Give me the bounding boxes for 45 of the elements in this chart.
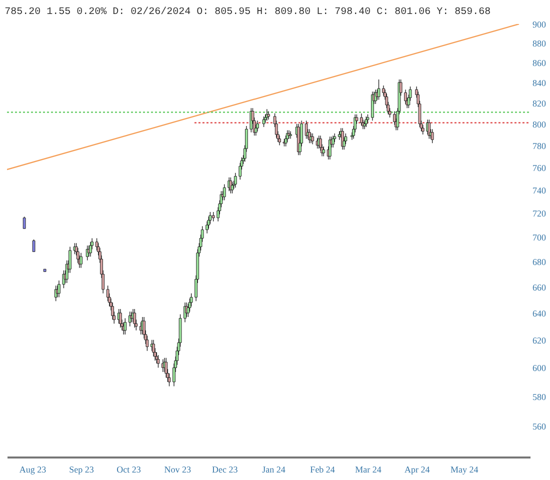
- x-tick-label: Mar 24: [355, 464, 382, 474]
- x-tick-label: May 24: [450, 464, 479, 474]
- y-tick-label: 700: [532, 232, 546, 243]
- y-tick-label: 680: [532, 257, 546, 268]
- candlestick: [32, 239, 36, 252]
- candlestick: [278, 135, 281, 146]
- y-tick-label: 860: [532, 58, 546, 68]
- x-tick-label: Feb 24: [310, 464, 336, 474]
- x-tick-label: Apr 24: [404, 464, 430, 474]
- y-tick-label: 660: [532, 282, 546, 292]
- chart-title: 785.20 1.55 0.20% D: 02/26/2024 O: 805.95 H: 809.80 L: 798.40 C: 801.06 Y: 859.68: [4, 6, 491, 18]
- y-tick-label: 640: [532, 308, 546, 318]
- y-tick-label: 820: [532, 98, 546, 108]
- x-tick-label: Oct 23: [116, 464, 142, 474]
- y-tick-label: 900: [532, 20, 546, 30]
- candlestick: [111, 302, 114, 320]
- candlestick: [152, 340, 155, 357]
- candlestick: [95, 238, 98, 251]
- candlestick: [256, 120, 259, 132]
- y-tick-label: 740: [532, 185, 546, 196]
- candlestick: [22, 216, 26, 229]
- x-tick-label: Sep 23: [69, 464, 94, 474]
- y-tick-label: 760: [532, 162, 546, 173]
- x-tick-label: Aug 23: [19, 464, 47, 474]
- y-tick-label: 780: [532, 140, 546, 151]
- candlestick: [74, 242, 78, 256]
- y-tick-label: 560: [532, 422, 546, 432]
- y-tick-label: 840: [532, 78, 546, 88]
- candlestick: [106, 285, 110, 302]
- candlestick: [208, 212, 212, 224]
- candlestick: [142, 316, 146, 339]
- y-tick-label: 720: [532, 208, 546, 219]
- y-tick-label: 600: [532, 363, 546, 374]
- candlestick: [89, 242, 92, 257]
- candlestick: [146, 335, 149, 352]
- candlestick: [311, 133, 314, 145]
- x-tick-label: Jan 24: [262, 464, 286, 474]
- candlestick: [80, 252, 82, 268]
- y-tick-label: 580: [532, 392, 546, 402]
- y-tick-label: 800: [532, 119, 546, 130]
- y-tick-label: 620: [532, 335, 546, 346]
- x-tick-label: Dec 23: [212, 464, 238, 474]
- candlestick: [344, 133, 348, 145]
- x-tick-label: Nov 23: [164, 464, 192, 474]
- y-tick-label: 880: [532, 38, 546, 49]
